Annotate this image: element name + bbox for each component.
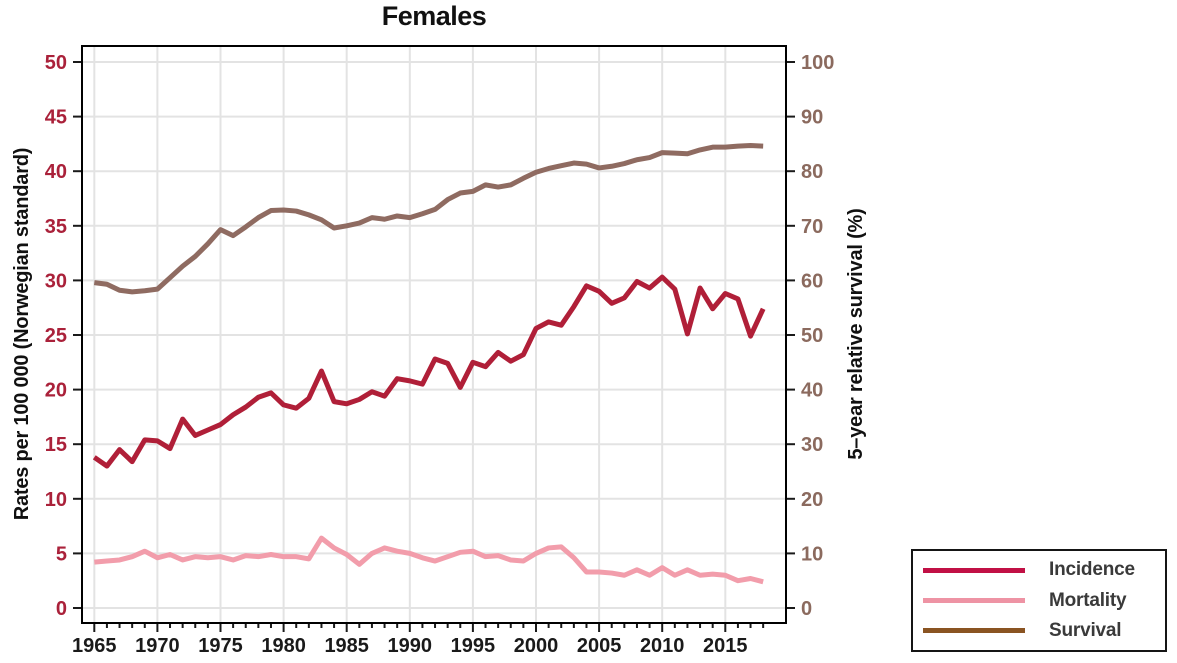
x-tick-label: 2010 xyxy=(640,635,685,657)
left-tick-label: 25 xyxy=(45,325,67,347)
x-tick-label: 2015 xyxy=(703,635,748,657)
legend-item-incidence: Incidence xyxy=(913,559,1165,581)
x-tick-label: 2000 xyxy=(514,635,559,657)
x-tick-label: 1990 xyxy=(388,635,433,657)
right-tick-label: 30 xyxy=(801,434,823,456)
tick-labels: 0 5 10 15 20 25 30 35 40 45 50 0 10 20 30 40 50 60 70 80 90 1… xyxy=(45,52,835,657)
left-tick-label: 40 xyxy=(45,161,67,183)
series-line-survival xyxy=(93,143,764,295)
legend-item-mortality: Mortality xyxy=(913,590,1165,612)
left-tick-label: 10 xyxy=(45,489,67,511)
right-axis-label: 5–year relative survival (%) xyxy=(845,208,867,460)
chart-title: Females xyxy=(381,1,487,31)
x-tick-label: 1980 xyxy=(261,635,306,657)
right-tick-label: 50 xyxy=(801,325,823,347)
legend-label-mortality: Mortality xyxy=(1049,589,1127,611)
x-tick-label: 1985 xyxy=(324,635,369,657)
x-tick-label: 1975 xyxy=(198,635,243,657)
legend-swatch-survival xyxy=(923,628,1025,634)
right-tick-label: 100 xyxy=(801,52,834,74)
left-tick-label: 20 xyxy=(45,380,67,402)
right-tick-label: 60 xyxy=(801,270,823,292)
left-tick-label: 35 xyxy=(45,216,67,238)
right-tick-label: 40 xyxy=(801,380,823,402)
left-tick-label: 50 xyxy=(45,52,67,74)
left-tick-label: 45 xyxy=(45,107,67,129)
legend: Incidence Mortality Survival xyxy=(911,549,1167,652)
left-tick-label: 5 xyxy=(56,543,67,565)
legend-item-survival: Survival xyxy=(913,620,1165,642)
x-tick-label: 2005 xyxy=(577,635,622,657)
left-tick-label: 15 xyxy=(45,434,67,456)
right-tick-label: 20 xyxy=(801,489,823,511)
plot-border xyxy=(81,45,787,624)
legend-swatch-mortality xyxy=(923,598,1025,603)
left-axis-label: Rates per 100 000 (Norwegian standard) xyxy=(11,147,33,521)
left-tick-label: 0 xyxy=(56,598,67,620)
x-tick-label: 1995 xyxy=(451,635,496,657)
x-tick-label: 1970 xyxy=(135,635,180,657)
right-tick-label: 90 xyxy=(801,107,823,129)
right-tick-label: 70 xyxy=(801,216,823,238)
axis-ticks xyxy=(73,61,795,632)
series-line-incidence xyxy=(92,274,766,469)
left-tick-label: 30 xyxy=(45,270,67,292)
right-tick-label: 10 xyxy=(801,543,823,565)
right-tick-label: 80 xyxy=(801,161,823,183)
right-tick-label: 0 xyxy=(801,598,812,620)
gridlines xyxy=(82,46,786,623)
legend-label-survival: Survival xyxy=(1049,619,1122,641)
series-line-mortality xyxy=(94,535,764,585)
x-tick-label: 1965 xyxy=(72,635,117,657)
legend-label-incidence: Incidence xyxy=(1049,559,1135,581)
legend-swatch-incidence xyxy=(923,567,1025,573)
